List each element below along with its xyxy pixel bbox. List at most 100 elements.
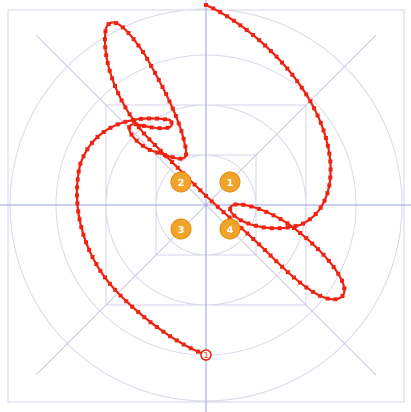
trajectory-point <box>210 199 214 203</box>
trajectory-point <box>245 28 249 32</box>
marker-4[interactable]: 4 <box>220 219 240 239</box>
trajectory-point <box>316 247 320 251</box>
trajectory-point <box>164 92 168 96</box>
trajectory-point <box>326 297 330 301</box>
trajectory-point <box>163 153 167 157</box>
trajectory-point <box>109 126 113 130</box>
trajectory-point <box>130 305 134 309</box>
trajectory-point <box>114 21 118 25</box>
trajectory-point <box>334 297 338 301</box>
marker-1-label: 1 <box>227 178 234 189</box>
trajectory-point <box>328 176 332 180</box>
trajectory-point <box>132 37 136 41</box>
trajectory-point <box>342 286 346 290</box>
trajectory-point <box>245 232 249 236</box>
trajectory-point <box>76 178 80 182</box>
trajectory-point <box>81 233 85 237</box>
marker-2[interactable]: 2 <box>171 172 191 192</box>
trajectory-point <box>336 272 340 276</box>
trajectory-point <box>170 160 174 164</box>
trajectory-point <box>166 126 170 130</box>
trajectory-point <box>103 37 107 41</box>
trajectory-point <box>113 84 117 88</box>
marker-3[interactable]: 3 <box>171 219 191 239</box>
marker-3-label: 3 <box>178 225 185 236</box>
trajectory-point <box>123 105 127 109</box>
trajectory-point <box>270 226 274 230</box>
trajectory-point <box>176 166 180 170</box>
trajectory-point <box>182 343 186 347</box>
trajectory-point <box>249 205 253 209</box>
trajectory-point <box>141 50 145 54</box>
trajectory-point <box>280 265 284 269</box>
trajectory-point <box>147 117 151 121</box>
marker-1[interactable]: 1 <box>220 172 240 192</box>
trajectory-point <box>130 133 134 137</box>
trajectory-point <box>278 226 282 230</box>
trajectory-point <box>139 117 143 121</box>
trajectory-point <box>135 139 139 143</box>
trajectory-point <box>85 147 89 151</box>
trajectory-point <box>108 69 112 73</box>
trajectory-point <box>312 106 316 110</box>
trajectory-point <box>298 281 302 285</box>
trajectory-point <box>142 132 146 136</box>
trajectory-point <box>318 294 322 298</box>
trajectory-point <box>198 188 202 192</box>
trajectory-point <box>82 154 86 158</box>
trajectory-point <box>128 112 132 116</box>
trajectory-point <box>274 259 278 263</box>
trajectory-point <box>155 325 159 329</box>
trajectory-point <box>310 242 314 246</box>
trajectory-point <box>193 183 197 187</box>
trajectory-point <box>120 98 124 102</box>
trajectory-point <box>168 99 172 103</box>
trajectory-point <box>298 231 302 235</box>
trajectory-point <box>124 299 128 303</box>
trajectory-point <box>158 126 162 130</box>
trajectory-point <box>177 122 181 126</box>
trajectory-point <box>96 135 100 139</box>
trajectory-point <box>136 44 140 48</box>
trajectory-point <box>107 22 111 26</box>
trajectory-point <box>145 57 149 61</box>
marker-2-label: 2 <box>178 178 185 189</box>
trajectory-point <box>161 330 165 334</box>
trajectory-point <box>171 107 175 111</box>
trajectory-point <box>87 248 91 252</box>
trajectory-point <box>113 288 117 292</box>
trajectory-point <box>300 86 304 90</box>
trajectory-point <box>78 162 82 166</box>
trajectory-point <box>257 242 261 246</box>
trajectory-point <box>147 137 151 141</box>
trajectory-point <box>142 315 146 319</box>
trajectory-point <box>275 55 279 59</box>
trajectory-point <box>254 224 258 228</box>
trajectory-point <box>327 183 331 187</box>
trajectory-point <box>319 121 323 125</box>
trajectory-point <box>286 226 290 230</box>
trajectory-point <box>257 207 261 211</box>
trajectory-point <box>179 129 183 133</box>
trajectory-point <box>292 226 296 230</box>
trajectory-point <box>78 217 82 221</box>
trajectory-point <box>77 170 81 174</box>
trajectory-point <box>234 203 238 207</box>
trajectory-point <box>155 151 159 155</box>
trajectory-point <box>290 73 294 77</box>
trajectory-point <box>322 128 326 132</box>
path-end-label: 1 <box>203 351 208 360</box>
trajectory-point <box>106 61 110 65</box>
trajectory-point <box>238 23 242 27</box>
trajectory-point <box>178 157 182 161</box>
trajectory-point <box>323 199 327 203</box>
trajectory-point <box>170 120 174 124</box>
trajectory-point <box>239 218 243 222</box>
trajectory-point <box>328 160 332 164</box>
trajectory-point <box>116 122 120 126</box>
trajectory-point <box>228 207 232 211</box>
trajectory-point <box>327 152 331 156</box>
trajectory-curve <box>77 5 344 355</box>
trajectory-point <box>121 25 125 29</box>
